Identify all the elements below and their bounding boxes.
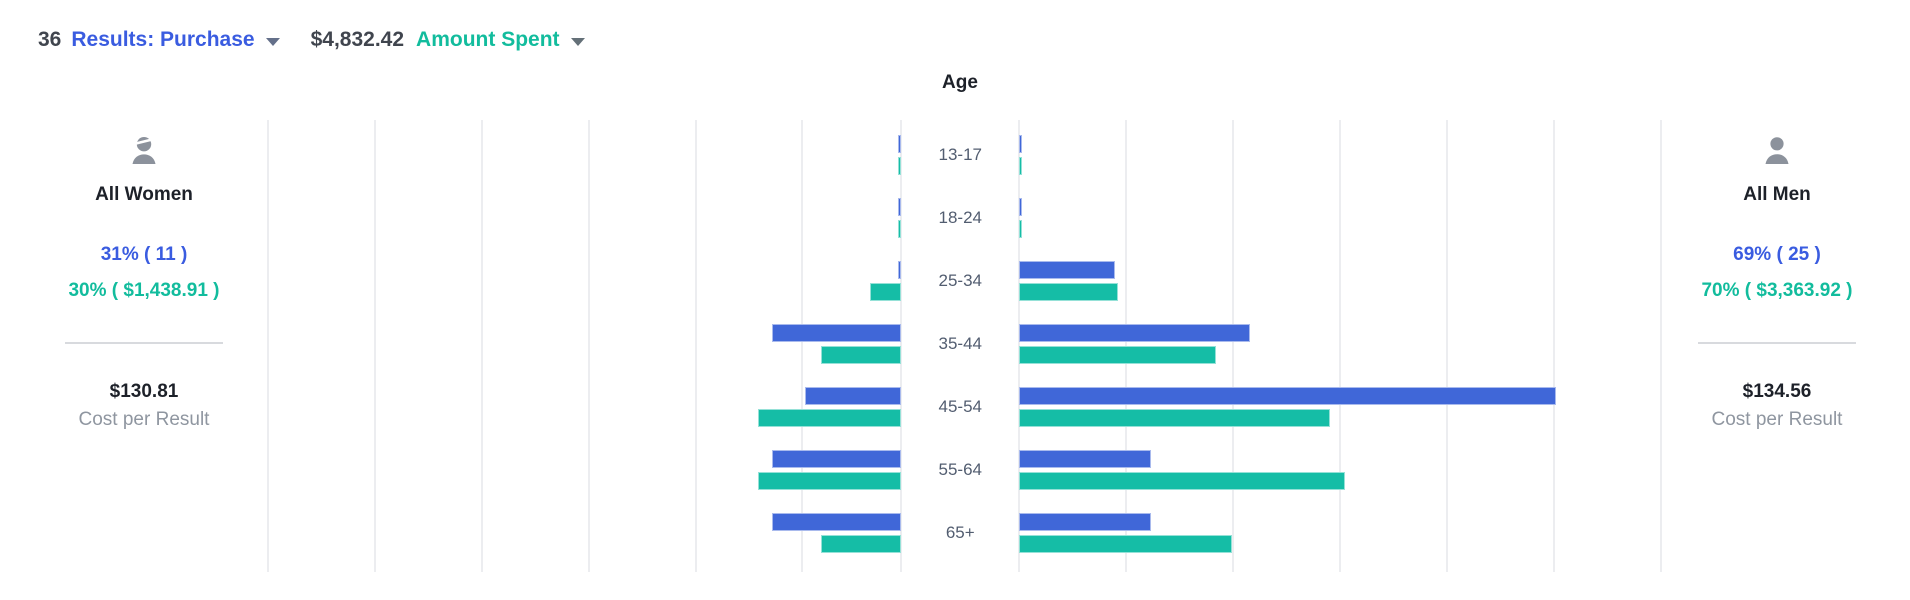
- woman-icon: [132, 137, 156, 164]
- women-summary-panel: All Women 31% ( 11 ) 30% ( $1,438.91 ) $…: [24, 120, 264, 431]
- bar-women-results-65+[interactable]: [772, 513, 901, 531]
- age-label: 25-34: [938, 271, 982, 290]
- results-metric-label: Results: Purchase: [71, 28, 255, 51]
- bar-women-spend-65+[interactable]: [821, 535, 901, 553]
- spend-metric-label: Amount Spent: [416, 28, 560, 51]
- results-total-value: 36: [38, 28, 62, 51]
- chart-gridline: [1445, 120, 1448, 572]
- bar-men-spend-35-44[interactable]: [1018, 346, 1216, 364]
- bar-men-results-55-64[interactable]: [1018, 450, 1151, 468]
- man-icon: [1765, 137, 1789, 164]
- bar-women-spend-13-17[interactable]: [897, 157, 901, 175]
- women-spend-share: 30% ( $1,438.91 ): [68, 280, 220, 301]
- panel-divider: [1698, 342, 1856, 344]
- bar-men-spend-65+[interactable]: [1018, 535, 1233, 553]
- age-label: 35-44: [938, 334, 982, 353]
- bar-women-spend-55-64[interactable]: [757, 472, 901, 490]
- chart-gridline: [267, 120, 269, 572]
- women-cost-per-result-value: $130.81: [109, 381, 179, 402]
- age-label: 18-24: [938, 208, 982, 227]
- bar-men-results-35-44[interactable]: [1018, 324, 1250, 342]
- men-cost-per-result-label: Cost per Result: [1711, 409, 1843, 430]
- women-results-share: 31% ( 11 ): [100, 244, 188, 265]
- bar-men-spend-25-34[interactable]: [1018, 283, 1118, 301]
- bar-women-results-35-44[interactable]: [772, 324, 901, 342]
- bar-women-results-45-54[interactable]: [804, 387, 901, 405]
- chart-gridline: [374, 120, 376, 572]
- bar-men-spend-55-64[interactable]: [1018, 472, 1345, 490]
- men-summary-panel: All Men 69% ( 25 ) 70% ( $3,363.92 ) $13…: [1657, 120, 1897, 431]
- men-cost-per-result-value: $134.56: [1742, 381, 1812, 402]
- chart-gridline: [900, 120, 902, 572]
- bar-women-results-13-17[interactable]: [897, 135, 901, 153]
- spend-metric-dropdown[interactable]: Amount Spent: [416, 28, 585, 52]
- bar-women-spend-18-24[interactable]: [897, 220, 901, 238]
- women-cost-per-result-label: Cost per Result: [78, 409, 210, 430]
- bar-men-spend-18-24[interactable]: [1018, 220, 1022, 238]
- chart-gridline: [588, 120, 590, 572]
- chart-gridline: [695, 120, 697, 572]
- chart-gridline: [1338, 120, 1341, 572]
- age-axis-title: Age: [942, 72, 978, 93]
- bar-women-results-18-24[interactable]: [897, 198, 901, 216]
- bar-men-results-25-34[interactable]: [1018, 261, 1115, 279]
- chart-gridline: [1659, 120, 1662, 572]
- chevron-down-icon: [570, 37, 585, 46]
- age-label: 45-54: [938, 397, 982, 416]
- bar-men-results-18-24[interactable]: [1018, 198, 1022, 216]
- chart-gridline: [481, 120, 483, 572]
- panel-divider: [65, 342, 223, 344]
- bar-men-spend-45-54[interactable]: [1018, 409, 1330, 427]
- age-label: 13-17: [938, 145, 982, 164]
- bar-men-results-45-54[interactable]: [1018, 387, 1557, 405]
- bar-women-spend-25-34[interactable]: [870, 283, 901, 301]
- bar-women-spend-35-44[interactable]: [821, 346, 901, 364]
- age-label: 55-64: [938, 460, 982, 479]
- men-results-share: 69% ( 25 ): [1733, 244, 1821, 265]
- chevron-down-icon: [265, 37, 280, 46]
- men-panel-title: All Men: [1743, 184, 1811, 205]
- spend-total-value: $4,832.42: [310, 28, 405, 51]
- bar-men-results-65+[interactable]: [1018, 513, 1151, 531]
- age-label-column: [902, 120, 1017, 572]
- men-spend-share: 70% ( $3,363.92 ): [1701, 280, 1853, 301]
- chart-gridline: [801, 120, 803, 572]
- results-metric-dropdown[interactable]: Results: Purchase: [71, 28, 280, 52]
- bar-men-results-13-17[interactable]: [1018, 135, 1022, 153]
- age-label: 65+: [945, 523, 975, 542]
- chart-gridline: [1552, 120, 1555, 572]
- metrics-header: 36 Results: Purchase $4,832.42 Amount Sp…: [38, 28, 585, 52]
- bar-women-results-25-34[interactable]: [897, 261, 901, 279]
- bar-women-results-55-64[interactable]: [772, 450, 901, 468]
- bar-women-spend-45-54[interactable]: [757, 409, 901, 427]
- chart-gridline: [1231, 120, 1234, 572]
- bar-men-spend-13-17[interactable]: [1018, 157, 1022, 175]
- women-panel-title: All Women: [95, 184, 193, 205]
